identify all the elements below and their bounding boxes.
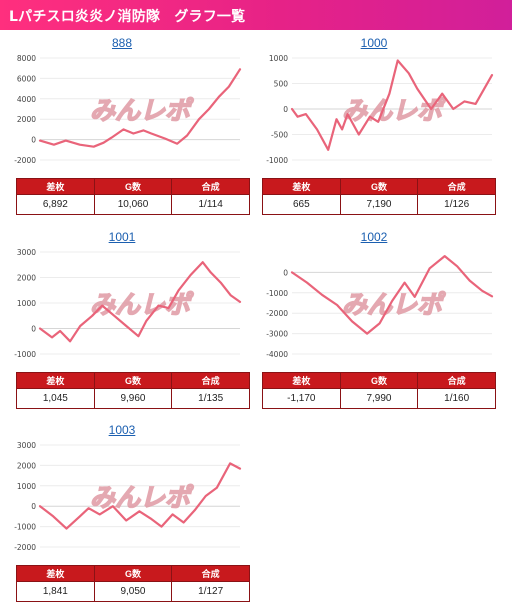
series-line <box>38 462 242 530</box>
stats-value-ratio: 1/160 <box>417 388 496 409</box>
stats-header-cell: G数 <box>339 178 419 195</box>
y-tick-label: -3000 <box>266 330 288 339</box>
stats-table: 差枚 G数 合成 1,045 9,960 1/135 <box>16 372 250 409</box>
stats-value-ratio: 1/135 <box>171 388 250 409</box>
stats-table: 差枚 G数 合成 665 7,190 1/126 <box>262 178 496 215</box>
line-chart: 1000 500 0 -500 -1000 みんレポ <box>266 54 494 165</box>
y-tick-label: 1000 <box>17 482 36 491</box>
y-tick-label: 3000 <box>17 248 36 257</box>
stats-header-cell: 合成 <box>171 372 250 389</box>
series-line <box>290 255 494 335</box>
stats-value-games: 9,050 <box>93 581 173 602</box>
stats-value-diff: -1,170 <box>262 388 341 409</box>
series-line <box>38 68 242 148</box>
y-tick-label: 0 <box>31 136 36 145</box>
watermark-logo: みんレポ <box>90 483 194 512</box>
y-tick-label: -1000 <box>266 289 288 298</box>
graph-title-link[interactable]: 1003 <box>108 423 136 437</box>
y-tick-label: 0 <box>283 105 288 114</box>
stats-header-cell: G数 <box>339 372 419 389</box>
y-tick-label: -2000 <box>14 156 36 165</box>
stats-value-diff: 1,045 <box>16 388 95 409</box>
stats-header-cell: 差枚 <box>16 372 95 389</box>
stats-value-ratio: 1/114 <box>171 194 250 215</box>
stats-value-games: 9,960 <box>93 388 173 409</box>
y-tick-label: 0 <box>283 268 288 277</box>
y-tick-label: -1000 <box>14 523 36 532</box>
series-line <box>38 261 242 343</box>
stats-value-diff: 665 <box>262 194 341 215</box>
stats-header-cell: 差枚 <box>16 178 95 195</box>
stats-value-games: 10,060 <box>93 194 173 215</box>
stats-header-cell: 合成 <box>417 372 496 389</box>
stats-value-games: 7,990 <box>339 388 419 409</box>
watermark-logo: みんレポ <box>90 290 194 319</box>
y-tick-label: 2000 <box>17 461 36 470</box>
y-tick-label: 2000 <box>17 115 36 124</box>
stats-header-cell: G数 <box>93 372 173 389</box>
series-line <box>290 59 494 151</box>
stats-header-cell: 差枚 <box>262 178 341 195</box>
y-tick-label: -4000 <box>266 350 288 359</box>
y-tick-label: 0 <box>31 502 36 511</box>
y-tick-label: 6000 <box>17 74 36 83</box>
stats-value-games: 7,190 <box>339 194 419 215</box>
page-title: Lパチスロ炎炎ノ消防隊 グラフ一覧 <box>9 9 246 25</box>
stats-header-cell: G数 <box>93 178 173 195</box>
y-tick-label: -1000 <box>14 350 36 359</box>
stats-value-diff: 6,892 <box>16 194 95 215</box>
stats-value-ratio: 1/126 <box>417 194 496 215</box>
line-chart: 8000 6000 4000 2000 0 -2000 みんレポ <box>14 54 242 165</box>
y-tick-label: 4000 <box>17 95 36 104</box>
graph-title-link[interactable]: 888 <box>111 36 133 50</box>
y-tick-label: -2000 <box>266 309 288 318</box>
stats-header-cell: G数 <box>93 565 173 582</box>
stats-table: 差枚 G数 合成 -1,170 7,990 1/160 <box>262 372 496 409</box>
stats-header-cell: 合成 <box>417 178 496 195</box>
stats-header-cell: 合成 <box>171 178 250 195</box>
watermark-logo: みんレポ <box>90 96 194 125</box>
y-tick-label: 1000 <box>269 54 288 63</box>
line-chart: 3000 2000 1000 0 -1000 -2000 みんレポ <box>14 441 242 552</box>
stats-value-diff: 1,841 <box>16 581 95 602</box>
stats-header-cell: 差枚 <box>16 565 95 582</box>
line-chart: 0 -1000 -2000 -3000 -4000 みんレポ <box>266 255 494 359</box>
graph-title-link[interactable]: 1000 <box>360 36 388 50</box>
graph-title-link[interactable]: 1001 <box>108 230 136 244</box>
stats-header-cell: 差枚 <box>262 372 341 389</box>
stats-value-ratio: 1/127 <box>171 581 250 602</box>
y-tick-label: 3000 <box>17 441 36 450</box>
line-chart: 3000 2000 1000 0 -1000 みんレポ <box>14 248 242 359</box>
y-tick-label: -500 <box>271 131 288 140</box>
watermark-logo: みんレポ <box>342 290 446 319</box>
stats-table: 差枚 G数 合成 1,841 9,050 1/127 <box>16 565 250 602</box>
page-header: Lパチスロ炎炎ノ消防隊 グラフ一覧 <box>0 0 512 30</box>
y-tick-label: 1000 <box>17 299 36 308</box>
stats-table: 差枚 G数 合成 6,892 10,060 1/114 <box>16 178 250 215</box>
y-tick-label: 2000 <box>17 274 36 283</box>
y-tick-label: 500 <box>274 80 289 89</box>
y-tick-label: -1000 <box>266 156 288 165</box>
y-tick-label: 0 <box>31 325 36 334</box>
graph-title-link[interactable]: 1002 <box>360 230 388 244</box>
watermark-logo: みんレポ <box>342 96 446 125</box>
stats-header-cell: 合成 <box>171 565 250 582</box>
y-tick-label: -2000 <box>14 543 36 552</box>
y-tick-label: 8000 <box>17 54 36 63</box>
